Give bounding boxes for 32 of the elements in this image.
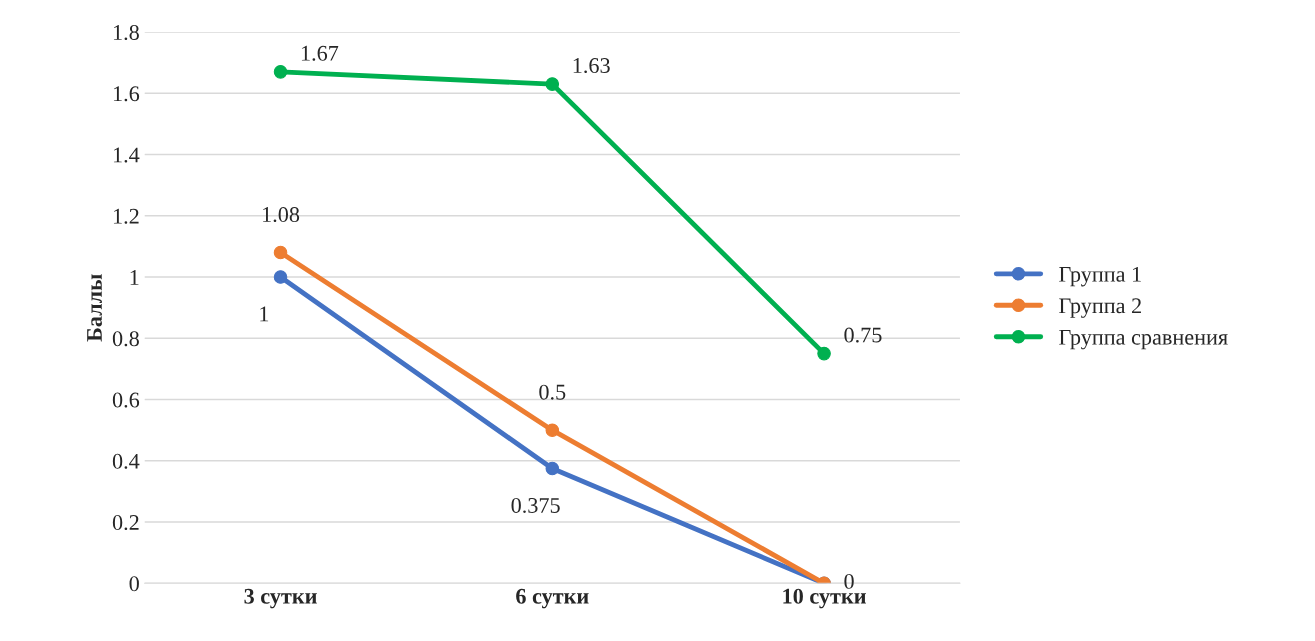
data-label: 0.5 [539,384,566,400]
point [817,346,831,361]
y-tick-label: 1 [130,270,139,285]
y-tick-label: 1.6 [113,86,140,102]
legend-label: Группа сравнения [1059,329,1228,350]
data-label: 1.63 [573,58,610,74]
point [545,423,560,437]
y-tick-label: 1.8 [113,24,139,41]
legend-label: Группа 2 [1059,298,1141,318]
y-axis-title: Баллы [87,274,102,342]
data-label: 0.75 [844,327,882,343]
x-tick-label: 6 сутки [516,588,589,609]
x-tick-label: 3 сутки [244,588,317,609]
y-tick-label: 0 [129,576,139,592]
data-label: 0.375 [511,497,560,514]
y-tick-label: 0.2 [112,514,139,531]
point [545,77,560,91]
data-label: 1.67 [301,45,339,61]
data-label: 1.08 [263,207,300,223]
point [273,270,288,284]
x-tick-label: 10 сутки [783,588,866,609]
y-tick-label: 1.4 [113,147,140,163]
point [545,461,560,476]
legend-label: Группа 1 [1059,266,1141,287]
point [273,65,288,79]
y-tick-label: 0.4 [112,453,140,469]
point [273,245,288,260]
y-tick-label: 0.8 [112,331,139,347]
y-tick-label: 0.6 [112,392,140,408]
data-label: 0 [844,573,854,589]
y-tick-label: 1.2 [113,208,139,224]
data-label: 1 [260,306,269,322]
